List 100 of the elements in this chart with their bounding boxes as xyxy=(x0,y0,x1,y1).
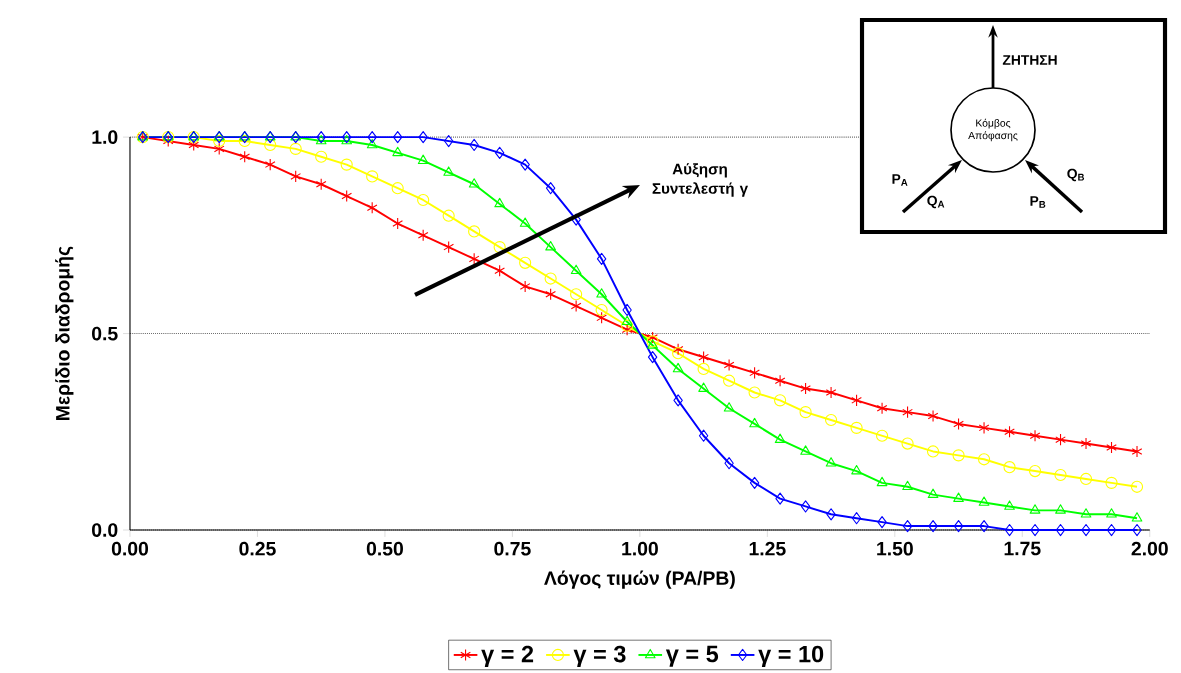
point xyxy=(290,170,302,183)
point xyxy=(723,374,736,387)
point xyxy=(391,182,404,195)
point xyxy=(825,457,837,467)
point xyxy=(519,217,531,227)
point xyxy=(698,351,709,364)
point xyxy=(519,280,531,293)
point xyxy=(748,386,761,399)
point xyxy=(570,288,583,301)
point xyxy=(493,241,506,254)
x-tick-label: 0.00 xyxy=(111,541,149,556)
point xyxy=(468,178,480,188)
y-tick-label: 0.0 xyxy=(92,523,118,537)
annotation: Q$_{A}$ xyxy=(927,195,945,209)
point xyxy=(1004,523,1015,537)
point xyxy=(850,421,863,434)
point xyxy=(1079,472,1093,486)
point xyxy=(1029,429,1041,442)
point xyxy=(824,413,838,427)
point xyxy=(851,464,862,475)
point xyxy=(392,146,404,157)
point xyxy=(647,339,658,349)
legend-label: γ = 3 xyxy=(573,645,626,667)
point xyxy=(774,394,787,407)
point xyxy=(1131,445,1143,458)
annotation: P$_{A}$ xyxy=(892,174,908,186)
point xyxy=(876,476,888,487)
point xyxy=(901,437,914,450)
point xyxy=(443,166,455,176)
point xyxy=(442,209,455,222)
point xyxy=(646,335,659,348)
text: ΖΗΤΗΣΗ xyxy=(1002,55,1057,65)
point xyxy=(724,457,734,470)
point xyxy=(697,362,710,376)
point xyxy=(238,134,251,148)
legend-label: γ = 2 xyxy=(481,645,534,667)
point xyxy=(366,201,378,214)
point xyxy=(494,197,505,208)
point xyxy=(698,429,709,442)
point xyxy=(1055,433,1066,446)
point xyxy=(647,331,658,344)
point xyxy=(289,142,302,155)
annotation: Αύξηση Συντελεστή γ xyxy=(652,163,749,197)
point xyxy=(570,299,582,313)
point xyxy=(418,131,428,144)
annotation: Κόμβος Απόφασης xyxy=(968,118,1018,142)
point xyxy=(570,264,582,275)
point xyxy=(340,158,353,171)
point xyxy=(367,131,377,144)
point xyxy=(1106,441,1117,454)
point xyxy=(978,496,990,506)
point xyxy=(902,480,913,491)
point xyxy=(1081,523,1091,537)
point xyxy=(417,193,430,207)
point xyxy=(851,394,862,407)
point xyxy=(927,488,939,498)
point xyxy=(1055,504,1066,514)
point xyxy=(1106,508,1117,518)
point xyxy=(520,158,530,171)
point xyxy=(1004,500,1015,510)
point xyxy=(1055,523,1066,537)
point xyxy=(1130,480,1144,493)
point xyxy=(494,146,505,159)
point xyxy=(672,347,685,360)
point xyxy=(1131,512,1143,522)
point xyxy=(979,519,989,533)
point xyxy=(595,303,608,317)
annotation: P$_{B}$ xyxy=(1030,196,1046,208)
point xyxy=(723,358,735,372)
point xyxy=(672,343,684,356)
point xyxy=(315,178,327,191)
point xyxy=(800,382,811,395)
point xyxy=(876,402,888,415)
point xyxy=(264,138,277,152)
x-tick-label: 1.75 xyxy=(1004,541,1041,556)
point xyxy=(443,134,454,148)
x-tick-label: 0.50 xyxy=(366,541,403,556)
point xyxy=(545,241,556,251)
point xyxy=(749,417,760,428)
point xyxy=(774,433,786,443)
annotation: Q$_{B}$ xyxy=(1067,168,1085,182)
point xyxy=(1105,476,1118,489)
point xyxy=(596,252,607,265)
point xyxy=(877,516,887,529)
point xyxy=(927,409,939,423)
point xyxy=(775,492,785,505)
point xyxy=(366,138,378,149)
point xyxy=(902,519,913,533)
point xyxy=(953,417,964,431)
x-tick-label: 1.00 xyxy=(622,541,658,556)
point xyxy=(545,288,556,301)
point xyxy=(468,225,481,238)
y-tick-label: 1.0 xyxy=(92,130,118,144)
x-tick-label: 1.50 xyxy=(877,541,913,556)
x-tick-label: 0.75 xyxy=(494,541,531,556)
point xyxy=(1028,464,1042,478)
legend-label: γ = 5 xyxy=(665,645,719,667)
point xyxy=(800,445,811,455)
point xyxy=(621,319,634,332)
point xyxy=(673,394,683,407)
